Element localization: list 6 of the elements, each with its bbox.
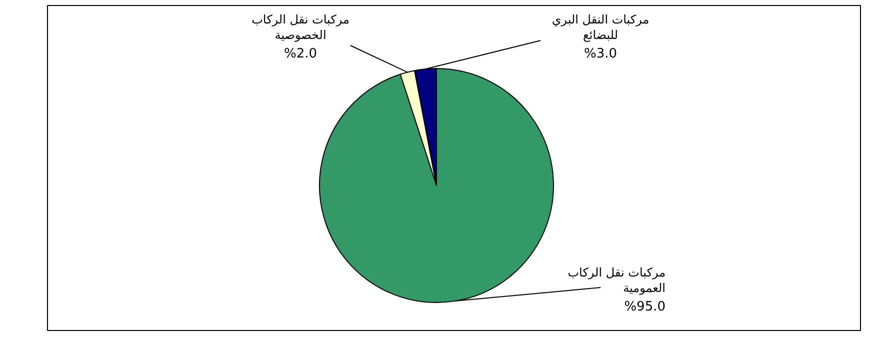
slice-label: مركبات النقل البري للبضائع	[552, 12, 650, 42]
data-label: %3.0	[584, 46, 618, 62]
slice-label: مركبات نقل الركاب العمومية	[568, 266, 666, 295]
data-label: %2.0	[284, 46, 318, 62]
data-label: %95.0	[624, 300, 666, 314]
slice-label: مركبات نقل الركاب الخصوصية	[252, 12, 350, 42]
